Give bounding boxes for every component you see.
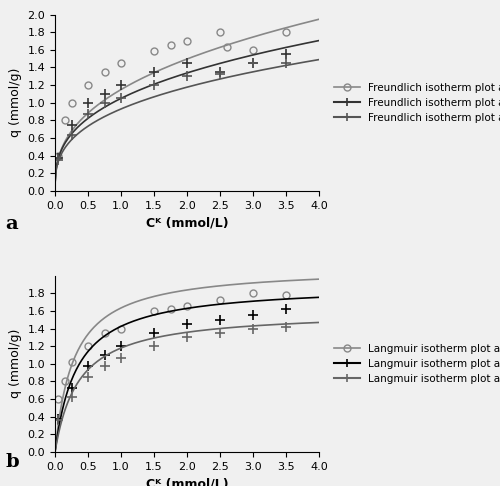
Legend: Freundlich isotherm plot at 45°C, Freundlich isotherm plot at 35°C, Freundlich i: Freundlich isotherm plot at 45°C, Freund… [330,78,500,127]
Y-axis label: q (mmol/g): q (mmol/g) [9,329,22,399]
X-axis label: Cᴷ (mmol/L): Cᴷ (mmol/L) [146,477,228,486]
X-axis label: Cᴷ (mmol/L): Cᴷ (mmol/L) [146,216,228,229]
Y-axis label: q (mmol/g): q (mmol/g) [9,68,22,138]
Text: b: b [5,453,18,471]
Legend: Langmuir isotherm plot at 45 °C, Langmuir isotherm plot at 35 °C, Langmuir isoth: Langmuir isotherm plot at 45 °C, Langmui… [330,339,500,388]
Text: a: a [5,215,18,233]
